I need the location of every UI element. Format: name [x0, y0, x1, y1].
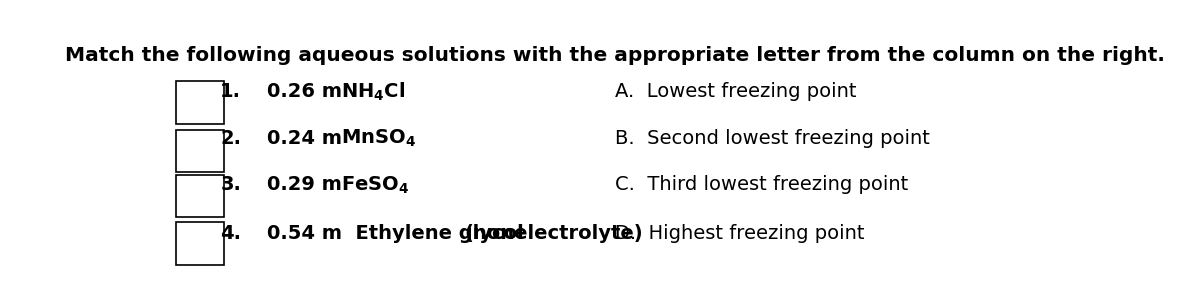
- Text: B.  Second lowest freezing point: B. Second lowest freezing point: [616, 129, 930, 148]
- Bar: [176, 81, 224, 124]
- Text: $\mathbf{MnSO_4}$: $\mathbf{MnSO_4}$: [341, 128, 415, 149]
- Text: 1.: 1.: [220, 82, 241, 101]
- Text: (nonelectrolyte): (nonelectrolyte): [464, 224, 643, 243]
- Text: 0.26 m: 0.26 m: [268, 82, 349, 101]
- Bar: [176, 175, 224, 217]
- Text: A.  Lowest freezing point: A. Lowest freezing point: [616, 82, 857, 101]
- Bar: [176, 130, 224, 172]
- Text: 2.: 2.: [220, 129, 241, 148]
- Text: $\mathbf{NH_4Cl}$: $\mathbf{NH_4Cl}$: [341, 80, 404, 103]
- Text: 0.29 m: 0.29 m: [268, 176, 349, 194]
- Text: C.  Third lowest freezing point: C. Third lowest freezing point: [616, 176, 908, 194]
- Text: 3.: 3.: [221, 176, 241, 194]
- Text: Match the following aqueous solutions with the appropriate letter from the colum: Match the following aqueous solutions wi…: [65, 46, 1165, 65]
- Text: $\mathbf{FeSO_4}$: $\mathbf{FeSO_4}$: [341, 174, 409, 196]
- Bar: [176, 222, 224, 265]
- Text: 4.: 4.: [220, 224, 241, 243]
- Text: D.  Highest freezing point: D. Highest freezing point: [616, 224, 864, 243]
- Text: 0.24 m: 0.24 m: [268, 129, 349, 148]
- Text: 0.54 m  Ethylene glycol: 0.54 m Ethylene glycol: [268, 224, 524, 243]
